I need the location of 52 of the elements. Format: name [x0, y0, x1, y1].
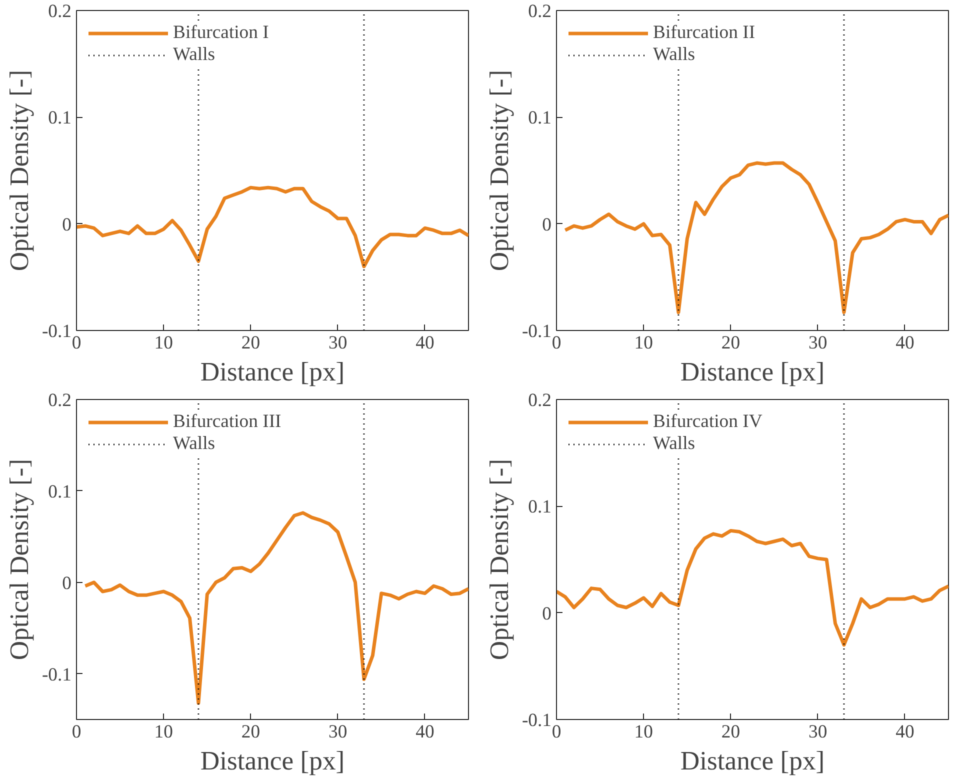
x-tick-label: 10 — [154, 722, 173, 742]
y-tick-label: -0.1 — [522, 710, 552, 731]
y-tick-label: 0.1 — [48, 108, 72, 129]
line-series — [76, 186, 468, 268]
x-tick-label: 30 — [328, 722, 348, 742]
x-tick-label: 40 — [416, 722, 434, 742]
x-tick-label: 20 — [721, 332, 740, 354]
x-tick-label: 20 — [241, 332, 260, 354]
y-tick-label: 0.1 — [528, 108, 552, 129]
y-tick-label: 0.2 — [48, 1, 72, 22]
x-tick-label: 20 — [721, 722, 740, 742]
legend-label: Bifurcation II — [653, 22, 756, 44]
y-tick-label: 0.1 — [528, 496, 552, 518]
y-tick-label: 0 — [62, 214, 72, 236]
legend-label: Bifurcation IV — [653, 411, 762, 433]
ref-line-label: Walls — [173, 433, 216, 455]
y-tick-label: 0 — [542, 214, 552, 236]
x-axis-title: Distance [px] — [200, 746, 345, 776]
y-axis-title: Optical Density [-] — [484, 458, 514, 660]
x-tick-label: 30 — [808, 332, 828, 354]
x-axis-title: Distance [px] — [680, 746, 825, 776]
y-axis-title: Optical Density [-] — [4, 458, 34, 660]
x-tick-label: 10 — [634, 332, 653, 354]
x-tick-label: 30 — [808, 722, 828, 742]
line-series — [563, 161, 948, 314]
x-tick-label: 30 — [328, 332, 348, 354]
y-axis-title: Optical Density [-] — [4, 70, 34, 272]
y-tick-label: 0.1 — [48, 481, 72, 502]
y-tick-label: 0 — [542, 603, 552, 624]
y-tick-label: 0.2 — [528, 1, 552, 22]
ref-line-label: Walls — [653, 44, 696, 66]
y-axis-title: Optical Density [-] — [484, 70, 514, 272]
y-tick-label: 0.2 — [528, 390, 552, 411]
x-tick-label: 20 — [241, 722, 260, 742]
ref-line-label: Walls — [173, 44, 216, 66]
line-series — [556, 528, 948, 647]
line-series — [83, 511, 468, 705]
x-tick-label: 10 — [634, 722, 653, 742]
ref-line-label: Walls — [653, 433, 696, 455]
x-tick-label: 40 — [896, 332, 914, 354]
y-tick-label: 0 — [62, 572, 72, 594]
y-tick-label: -0.1 — [42, 664, 72, 686]
x-tick-label: 10 — [154, 332, 173, 354]
x-tick-label: 40 — [896, 722, 914, 742]
x-tick-label: 40 — [416, 332, 434, 354]
y-tick-label: -0.1 — [42, 321, 72, 342]
y-tick-label: 0.2 — [48, 390, 72, 411]
x-axis-title: Distance [px] — [680, 356, 825, 386]
legend-label: Bifurcation III — [173, 411, 282, 433]
legend-label: Bifurcation I — [173, 22, 269, 44]
x-axis-title: Distance [px] — [200, 356, 345, 386]
y-tick-label: -0.1 — [522, 321, 552, 342]
